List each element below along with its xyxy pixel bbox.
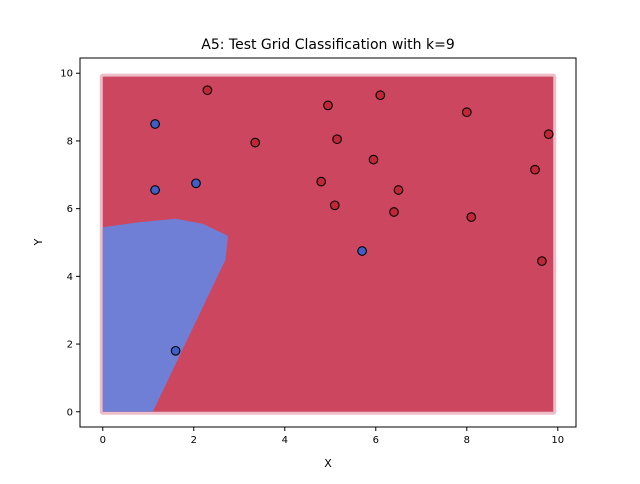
data-point-class1 (393, 185, 404, 195)
y-tick-label: 2 (67, 340, 73, 351)
data-point-class1 (250, 137, 261, 148)
data-point-class0 (357, 246, 367, 256)
data-point-class1 (543, 129, 554, 140)
chart-title: A5: Test Grid Classification with k=9 (201, 37, 454, 53)
plot-area (79, 57, 577, 428)
data-point-class1 (316, 176, 327, 187)
data-point-class1 (332, 134, 342, 145)
data-point-class0 (170, 345, 181, 356)
data-point-class1 (389, 207, 399, 217)
y-axis-label: Y (32, 238, 45, 246)
y-axis-ticks: 0 2 4 6 8 10 (60, 69, 80, 418)
data-point-class1 (530, 164, 540, 175)
data-point-class1 (323, 100, 333, 111)
x-tick-label: 2 (191, 435, 197, 446)
y-tick-label: 10 (60, 69, 73, 80)
data-point-class1 (461, 107, 472, 118)
data-point-class1 (466, 212, 477, 222)
x-tick-label: 4 (282, 435, 288, 446)
data-point-class1 (368, 154, 379, 165)
data-point-class1 (329, 200, 340, 211)
y-tick-label: 8 (67, 136, 73, 147)
data-point-class1 (537, 256, 547, 266)
data-point-class1 (375, 90, 386, 101)
data-point-class0 (191, 178, 201, 189)
y-tick-label: 4 (67, 272, 73, 283)
plot-frame (79, 57, 577, 428)
y-tick-label: 0 (67, 407, 73, 418)
x-tick-label: 6 (373, 435, 379, 446)
decision-region-layer (99, 73, 557, 415)
data-point-class0 (150, 119, 160, 129)
x-tick-label: 0 (100, 435, 106, 446)
x-axis-ticks: 0 2 4 6 8 10 (100, 427, 564, 446)
training-points-layer (150, 85, 554, 356)
x-axis-label: X (324, 457, 332, 470)
y-tick-label: 6 (67, 204, 73, 215)
data-point-class1 (202, 85, 213, 96)
x-tick-label: 8 (464, 435, 470, 446)
x-tick-label: 10 (551, 435, 564, 446)
data-point-class0 (150, 185, 160, 195)
class0-region (102, 218, 228, 412)
